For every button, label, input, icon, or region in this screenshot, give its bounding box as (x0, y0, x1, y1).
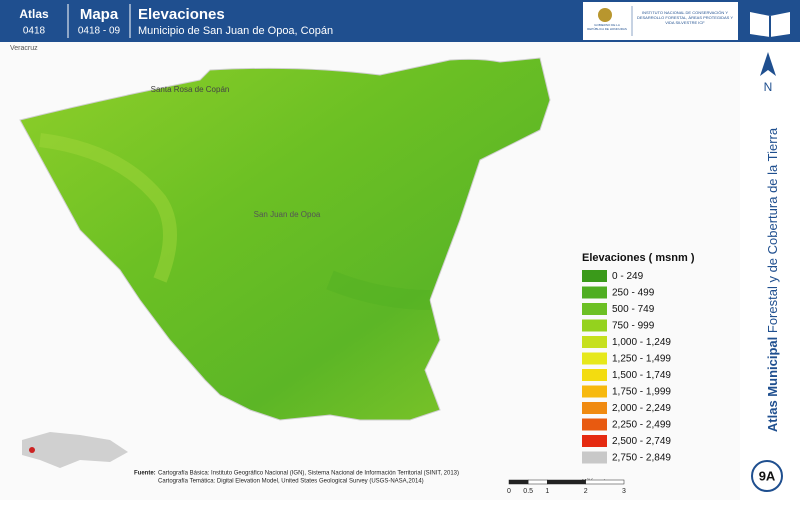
legend-label: 1,750 - 1,999 (612, 387, 671, 398)
legend-swatch (582, 385, 607, 398)
scale-tick: 3 (622, 488, 626, 495)
series-bold: Atlas Municipal (765, 337, 780, 432)
logo-right-fo: INSTITUTO NACIONAL DE CONSERVACIÓN Y DES… (635, 10, 735, 25)
legend-label: 0 - 249 (612, 271, 644, 282)
legend-label: 250 - 499 (612, 288, 655, 299)
legend-swatch (582, 270, 607, 282)
logo-right: INSTITUTO NACIONAL DE CONSERVACIÓN Y DES… (635, 10, 735, 25)
legend-swatch (582, 336, 607, 348)
place-label: San Juan de Opoa (254, 210, 321, 219)
legend-label: 1,000 - 1,249 (612, 337, 671, 348)
scale-segment (508, 479, 529, 485)
series-rest: Forestal y de Cobertura de la Tierra (765, 127, 780, 333)
legend-label: 750 - 999 (612, 321, 655, 332)
legend-label: 2,750 - 2,849 (612, 453, 671, 464)
municipality-elevation (19, 57, 551, 421)
atlas-label: Atlas (19, 7, 49, 21)
source-line: Cartografía Temática: Digital Elevation … (158, 479, 424, 485)
inset-map (22, 432, 128, 468)
legend-swatch (582, 369, 607, 381)
scale-tick: 2 (584, 488, 588, 495)
legend-swatch (582, 451, 607, 464)
legend-label: 1,250 - 1,499 (612, 354, 671, 365)
logo-left: GOBIERNO DE LA REPÚBLICA DE HONDURAS (587, 23, 627, 31)
title: Elevaciones (138, 6, 225, 23)
legend-swatch (582, 352, 607, 365)
scale-tick: 0 (507, 488, 511, 495)
scale-tick: 1 (545, 488, 549, 495)
logo-right-text: INSTITUTO NACIONAL DE CONSERVACIÓN Y DES… (636, 10, 734, 25)
legend-swatch (582, 435, 607, 447)
terrain-valley (326, 270, 431, 310)
page-number: 9A (759, 468, 776, 483)
place-label: Veracruz (10, 45, 38, 52)
legend-label: 1,500 - 1,749 (612, 370, 671, 381)
north-label: N (764, 80, 773, 94)
emblem (598, 8, 612, 22)
logo-left-fo: GOBIERNO DE LA REPÚBLICA DE HONDURAS (587, 23, 627, 31)
place-label: Santa Rosa de Copán (151, 85, 230, 94)
north-arrow (760, 52, 776, 76)
inset-location (29, 447, 35, 453)
legend-swatch (582, 303, 607, 315)
atlas-code: 0418 (23, 26, 46, 37)
legend-label: 2,500 - 2,749 (612, 436, 671, 447)
mapa-code: 0418 - 09 (78, 26, 121, 37)
legend-label: 500 - 749 (612, 304, 655, 315)
legend-title: Elevaciones ( msnm ) (582, 252, 695, 264)
logo-acronym: ICF (698, 20, 705, 25)
legend-swatch (582, 319, 607, 332)
legend-label: 2,250 - 2,499 (612, 420, 671, 431)
legend-swatch (582, 402, 607, 414)
scale-tick: 0.5 (523, 488, 533, 495)
legend-label: 2,000 - 2,249 (612, 403, 671, 414)
legend-swatch (582, 418, 607, 431)
legend-swatch (582, 286, 607, 299)
page-badge (751, 460, 783, 492)
scale-segment (547, 479, 586, 485)
scale-segment (585, 479, 625, 485)
logo-box (583, 2, 738, 40)
terrain-ridge (39, 133, 177, 283)
source-line: Cartografía Básica: Instituto Geográfico… (158, 471, 459, 477)
scale-segment (527, 479, 548, 485)
mapa-label: Mapa (80, 6, 119, 23)
subtitle: Municipio de San Juan de Opoa, Copán (138, 25, 333, 37)
series-title: Atlas Municipal Forestal y de Cobertura … (765, 127, 780, 432)
source-label: Fuente: (134, 471, 156, 477)
